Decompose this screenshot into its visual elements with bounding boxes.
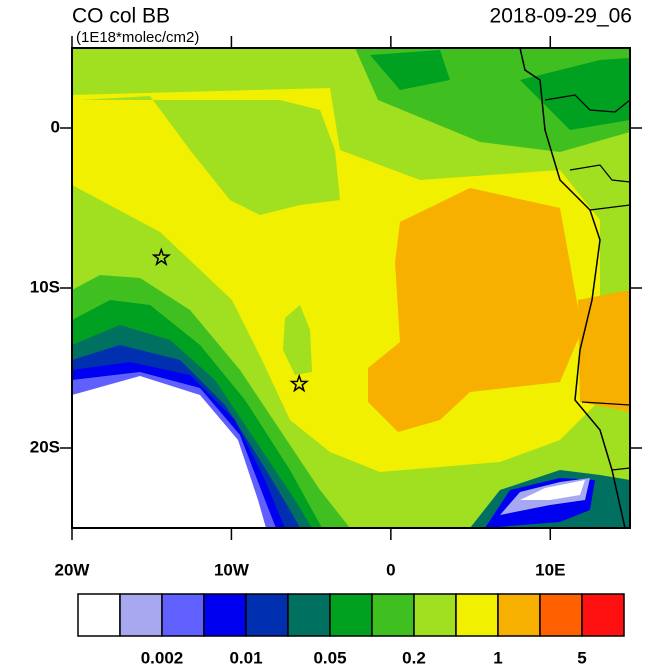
x-tick-label: 20W <box>55 560 91 579</box>
colorbar-label: 5 <box>577 648 586 667</box>
colorbar-box <box>77 593 121 637</box>
colorbar-box <box>371 593 415 637</box>
colorbar-label: 0.05 <box>313 648 346 667</box>
colorbar-box <box>455 593 499 637</box>
colorbar-label: 0.01 <box>229 648 262 667</box>
y-tick-label: 0 <box>51 117 60 136</box>
colorbar-box <box>119 593 163 637</box>
co-field <box>72 48 630 528</box>
colorbar-box <box>203 593 247 637</box>
title: CO col BB <box>72 5 170 28</box>
colorbar-box <box>329 593 373 637</box>
y-tick-label: 10S <box>30 277 60 296</box>
units: (1E18*molec/cm2) <box>76 29 199 46</box>
y-tick-label: 20S <box>30 437 60 456</box>
colorbar-label: 0.002 <box>141 648 184 667</box>
colorbar-label: 0.2 <box>402 648 426 667</box>
colorbar-label: 1 <box>493 648 502 667</box>
colorbar-box <box>161 593 205 637</box>
colorbar-box <box>245 593 289 637</box>
colorbar-box <box>581 593 625 637</box>
site-star <box>289 373 309 393</box>
colorbar-box <box>539 593 583 637</box>
colorbar-box <box>497 593 541 637</box>
colorbar-box <box>413 593 457 637</box>
x-tick-label: 0 <box>386 560 395 579</box>
colorbar-box <box>287 593 331 637</box>
x-tick-label: 10W <box>214 560 250 579</box>
site-star <box>151 247 172 266</box>
date: 2018-09-29_06 <box>490 5 632 28</box>
x-tick-label: 10E <box>535 560 565 579</box>
